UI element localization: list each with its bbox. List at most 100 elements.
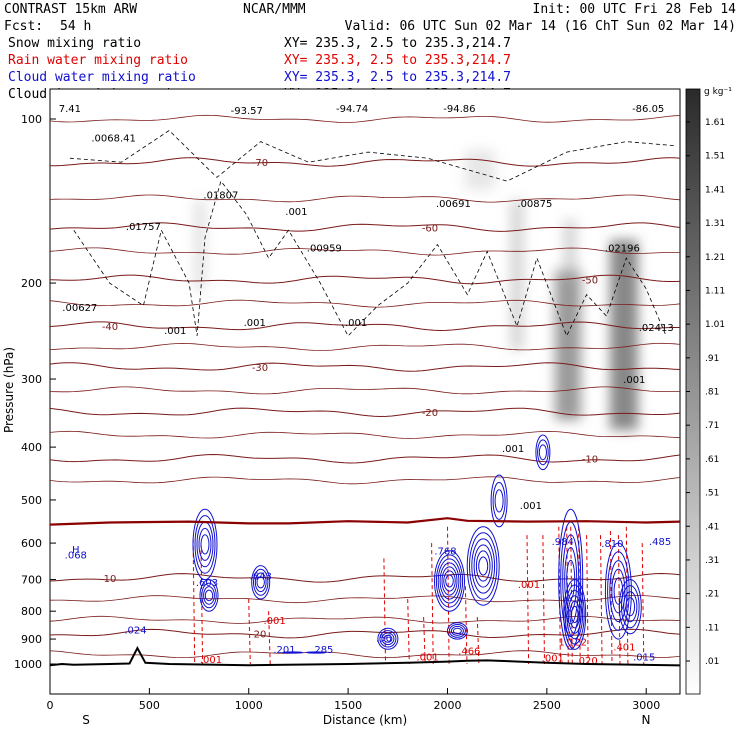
rain-contour-21 [625, 526, 629, 665]
isotherm-label-10: 10 [104, 574, 117, 585]
freezing-level [50, 517, 680, 526]
cloud-water-contour-6 [570, 605, 579, 624]
cloud-water-contour-8 [618, 579, 642, 635]
rain-contour-13 [558, 526, 561, 665]
model-title: CONTRAST 15km ARW [4, 2, 137, 17]
cloud-water-contour-2 [251, 565, 271, 600]
x-tick-label-1: 500 [139, 699, 160, 712]
cloud-water-contour-2 [253, 568, 269, 596]
cloud-water-contour-13 [490, 474, 508, 528]
valid-time: Valid: 06 UTC Sun 02 Mar 14 (16 ChT Sun … [345, 19, 736, 34]
isotherm--60 [50, 222, 680, 232]
rain-label-3: .001 [416, 652, 438, 663]
ice-label-11: .02413 [639, 323, 674, 334]
y-tick-label-1: 200 [21, 277, 42, 290]
isotherm-label--60: -60 [422, 223, 438, 234]
cloud-water-label-9: .285 [311, 645, 333, 656]
cloud-water-label-12: .015 [633, 652, 655, 663]
isotherm--10 [50, 453, 680, 464]
colorbar-label-11: 1.11 [705, 286, 725, 296]
isotherm-line [50, 247, 680, 256]
cloud-water-contour-0 [192, 508, 218, 581]
x-axis-label: Distance (km) [323, 713, 407, 727]
isotherm-line [50, 299, 680, 308]
rain-contour-8 [447, 526, 450, 665]
isotherm-line [50, 194, 680, 203]
cloud-water-contour-3 [441, 566, 458, 596]
cloud-water-contour-1 [199, 579, 219, 612]
cloud-water-label-8: .201 [273, 645, 295, 656]
cloud-water-contour-7 [604, 542, 632, 640]
colorbar-label-0: .01 [705, 657, 719, 667]
rain-contour-18 [600, 535, 603, 665]
cloud-water-label-2: .603 [196, 578, 218, 589]
cloud-water-contour-0 [198, 527, 212, 561]
ice-label-6: -86.05 [632, 104, 664, 115]
x-tick-label-3: 1500 [334, 699, 362, 712]
rain-contour-2 [248, 598, 251, 665]
cloud-water-contour-13 [492, 481, 506, 520]
cloud-water-label-3: .643 [250, 572, 272, 583]
ice-label-9: .00875 [517, 199, 552, 210]
cloud-water-contour-8 [623, 591, 638, 623]
colorbar-label-15: 1.51 [705, 152, 725, 162]
cloud-water-contour-1 [201, 582, 217, 609]
ice-label-7: .00959 [307, 244, 342, 255]
cloud-water-contour-0 [200, 534, 210, 555]
cloud-water-contour-5 [558, 508, 584, 650]
cloud-water-label-7: .485 [649, 537, 671, 548]
isotherm-20 [50, 628, 680, 639]
rain-contour-9 [464, 586, 468, 665]
y-tick-label-9: 1000 [14, 658, 42, 671]
ice-label-1: .01807 [203, 191, 238, 202]
colorbar-label-8: .81 [705, 388, 719, 398]
colorbar-unit: g kg⁻¹ [704, 87, 732, 97]
south-label: S [82, 713, 90, 727]
cloud-water-contour-6 [566, 589, 584, 640]
rain-contour-12 [542, 535, 545, 665]
isotherm-line [50, 114, 680, 123]
cloud-water-contour-5 [564, 547, 578, 612]
y-tick-label-8: 900 [21, 633, 42, 646]
cloud-water-label-1: .068 [65, 550, 87, 561]
rain-contour-11 [526, 535, 530, 665]
cloud-water-contour-12 [446, 622, 468, 640]
y-axis-label: Pressure (hPa) [2, 347, 16, 433]
rain-label-1: .466 [458, 646, 480, 657]
colorbar-label-5: .51 [705, 489, 719, 499]
fcst-value: 54 h [60, 19, 91, 34]
ice-label-3: -93.57 [231, 106, 263, 117]
x-tick-label-0: 0 [47, 699, 54, 712]
ice-label-0: .0068.41 [91, 134, 136, 145]
colorbar-label-12: 1.21 [705, 253, 725, 263]
rain-contour-3 [268, 611, 271, 665]
cloud-water-contour-6 [563, 579, 587, 650]
cloud-water-contour-0 [194, 515, 216, 574]
ice-label-10: .02196 [605, 244, 640, 255]
cloud-water-contour-10 [285, 651, 300, 654]
cloud-water-contour-6 [567, 595, 582, 634]
y-tick-label-2: 300 [21, 373, 42, 386]
isotherm-label--70: -70 [252, 158, 268, 169]
colorbar-label-2: .21 [705, 590, 719, 600]
isotherm-line [50, 386, 680, 395]
cloud-water-contour-4 [473, 544, 493, 588]
cloud-water-label-10: .024 [124, 626, 146, 637]
init-time: Init: 00 UTC Fri 28 Feb 14 [533, 2, 737, 17]
cloud-water-contour-2 [254, 572, 267, 593]
rain-contour-5 [407, 598, 410, 665]
isotherm--50 [50, 274, 680, 285]
cloud-water-contour-3 [434, 550, 465, 612]
ice-label-8: .00691 [436, 199, 471, 210]
isotherm-label--40: -40 [102, 322, 118, 333]
colorbar-label-3: .31 [705, 556, 719, 566]
ice-label-2: .01757 [126, 222, 161, 233]
isotherm--30 [50, 362, 680, 372]
cloud-water-contour-1 [204, 589, 214, 602]
isotherm-line [50, 342, 680, 351]
colorbar-label-9: .91 [705, 354, 719, 364]
cloud-water-contour-14 [537, 439, 549, 466]
colorbar-label-14: 1.41 [705, 185, 725, 195]
colorbar-label-16: 1.61 [705, 118, 725, 128]
rain-contour-17 [586, 535, 589, 665]
